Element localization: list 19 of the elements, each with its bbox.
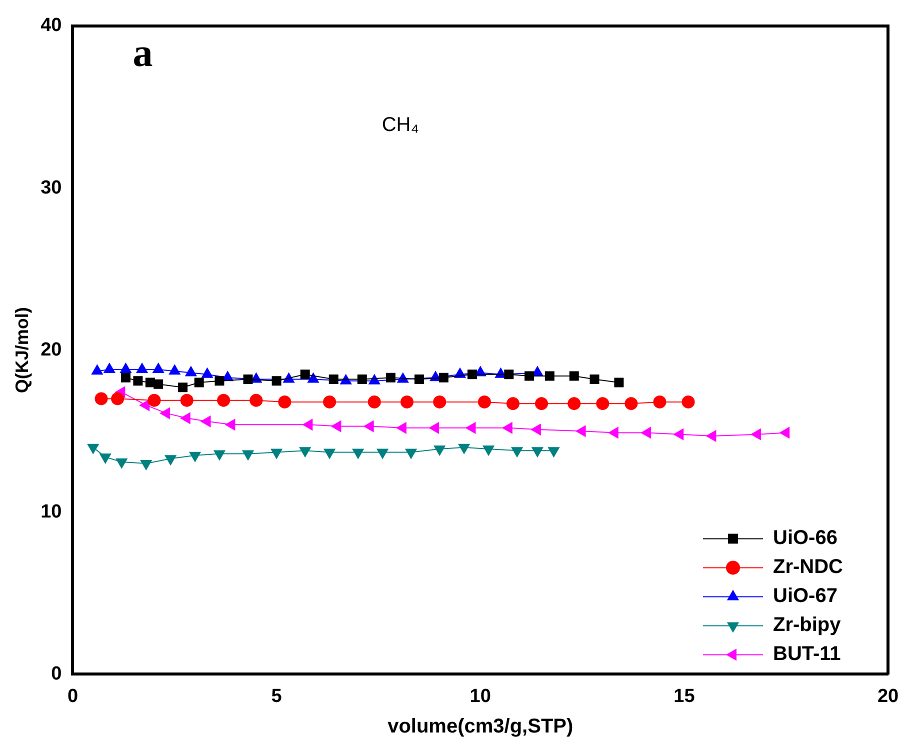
annotation: CH₄: [382, 114, 419, 136]
x-tick-label: 0: [67, 686, 78, 707]
y-tick-label: 0: [51, 663, 62, 684]
x-tick-label: 15: [674, 686, 696, 707]
y-tick-label: 10: [40, 501, 62, 522]
y-tick-label: 20: [40, 339, 62, 360]
y-tick-label: 40: [40, 15, 62, 36]
x-axis-title: volume(cm3/g,STP): [388, 716, 574, 738]
annotation: a: [132, 30, 153, 75]
x-tick-label: 5: [271, 686, 282, 707]
legend-label: BUT-11: [773, 643, 841, 666]
y-tick-label: 30: [40, 177, 62, 198]
legend-label: Zr-NDC: [773, 556, 843, 578]
legend-label: Zr-bipy: [773, 614, 842, 636]
legend-label: UiO-66: [773, 527, 838, 550]
x-tick-label: 10: [470, 686, 491, 707]
x-tick-label: 20: [877, 686, 899, 707]
legend-label: UiO-67: [773, 585, 838, 608]
y-axis-title: Q(KJ/mol): [12, 307, 32, 394]
